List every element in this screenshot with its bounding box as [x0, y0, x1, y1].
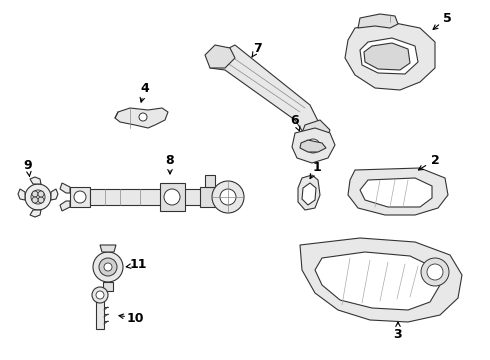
- Circle shape: [38, 197, 44, 203]
- Text: 4: 4: [141, 81, 149, 95]
- Text: 3: 3: [393, 328, 402, 342]
- Circle shape: [74, 191, 86, 203]
- Polygon shape: [205, 45, 235, 68]
- Circle shape: [164, 189, 180, 205]
- Polygon shape: [103, 282, 113, 291]
- Circle shape: [38, 191, 44, 197]
- Polygon shape: [358, 14, 398, 28]
- Text: 7: 7: [254, 41, 262, 54]
- Circle shape: [31, 190, 45, 204]
- Polygon shape: [300, 140, 326, 152]
- Text: 11: 11: [129, 258, 147, 271]
- Polygon shape: [60, 183, 70, 193]
- Polygon shape: [302, 183, 316, 205]
- Polygon shape: [205, 175, 215, 187]
- Polygon shape: [300, 120, 330, 145]
- Circle shape: [93, 252, 123, 282]
- Polygon shape: [298, 175, 320, 210]
- Text: 1: 1: [313, 161, 321, 174]
- Circle shape: [421, 258, 449, 286]
- Polygon shape: [364, 43, 410, 70]
- Polygon shape: [30, 210, 41, 217]
- Circle shape: [306, 139, 320, 153]
- Polygon shape: [30, 177, 41, 184]
- Text: 5: 5: [442, 12, 451, 24]
- Polygon shape: [345, 22, 435, 90]
- Polygon shape: [315, 252, 440, 310]
- Circle shape: [99, 258, 117, 276]
- Polygon shape: [100, 245, 116, 252]
- Circle shape: [220, 189, 236, 205]
- Text: 8: 8: [166, 153, 174, 166]
- Polygon shape: [210, 45, 320, 135]
- Circle shape: [96, 291, 104, 299]
- Circle shape: [92, 287, 108, 303]
- Text: 9: 9: [24, 158, 32, 171]
- Polygon shape: [60, 201, 70, 211]
- Circle shape: [104, 263, 112, 271]
- Circle shape: [32, 191, 38, 197]
- Circle shape: [25, 184, 51, 210]
- Polygon shape: [90, 189, 215, 205]
- Text: 2: 2: [431, 153, 440, 166]
- Polygon shape: [70, 187, 90, 207]
- Circle shape: [32, 197, 38, 203]
- Polygon shape: [292, 128, 335, 163]
- Polygon shape: [300, 238, 462, 322]
- Polygon shape: [115, 108, 168, 128]
- Polygon shape: [360, 38, 418, 74]
- Circle shape: [139, 113, 147, 121]
- Polygon shape: [160, 183, 185, 211]
- Polygon shape: [96, 295, 104, 329]
- Text: 10: 10: [126, 311, 144, 324]
- Circle shape: [427, 264, 443, 280]
- Polygon shape: [18, 189, 25, 200]
- Polygon shape: [360, 178, 432, 207]
- Text: 6: 6: [291, 113, 299, 126]
- Polygon shape: [348, 168, 448, 215]
- Circle shape: [212, 181, 244, 213]
- Polygon shape: [200, 187, 225, 207]
- Polygon shape: [51, 189, 58, 200]
